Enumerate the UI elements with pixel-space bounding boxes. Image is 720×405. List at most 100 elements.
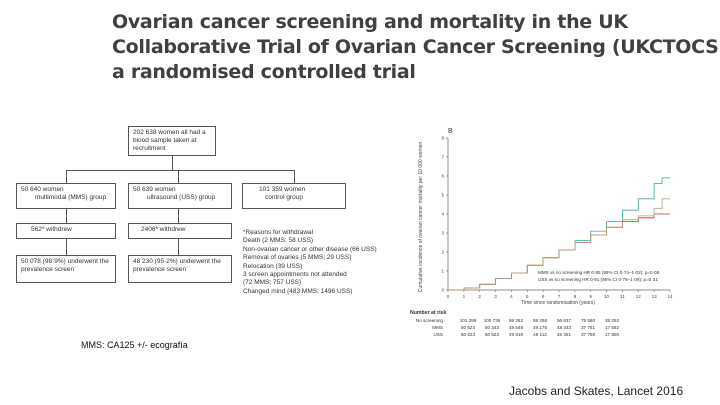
x-tick-label: 7 bbox=[558, 294, 561, 299]
risk-cell: 37 751 bbox=[581, 325, 595, 330]
x-tick-label: 6 bbox=[542, 294, 545, 299]
panel-label: B bbox=[448, 128, 453, 135]
reason-item: Removal of ovaries (5 MMS; 29 USS) bbox=[243, 254, 352, 262]
reason-item: (72 MMS; 757 USS) bbox=[243, 279, 302, 287]
arm-box-control: 101 359 women control group bbox=[242, 183, 346, 209]
slide-title: Ovarian cancer screening and mortality i… bbox=[112, 10, 720, 85]
y-tick-label: 0 bbox=[441, 288, 444, 293]
x-tick-label: 12 bbox=[636, 294, 642, 299]
mortality-chart: B Cumulative incidence of ovarian cancer… bbox=[410, 128, 673, 337]
arm-control-label: control group bbox=[265, 194, 303, 201]
risk-cell: 100 739 bbox=[484, 318, 501, 323]
arm-mms-label: multimodal (MMS) group bbox=[35, 194, 107, 201]
connector bbox=[66, 239, 67, 255]
arm-box-uss: 50 639 women ultrasound (USS) group bbox=[128, 183, 232, 209]
arm-uss-label: ultrasound (USS) group bbox=[147, 194, 216, 201]
hr-annotation-uss: USS vs no screening HR 0·91 (95% CI 0·76… bbox=[538, 277, 658, 282]
underwent-box-uss: 48 230 (95·2%) underwent the prevalence … bbox=[128, 255, 232, 283]
withdrew-box-mms: 562* withdrew bbox=[16, 223, 116, 239]
withdrawal-reasons: *Reasons for withdrawal Death (2 MMS; 58… bbox=[243, 229, 393, 296]
arm-box-mms: 50 640 women multimodal (MMS) group bbox=[16, 183, 116, 209]
y-tick-label: 3 bbox=[441, 231, 444, 236]
citation: Jacobs and Skates, Lancet 2016 bbox=[509, 384, 684, 398]
title-line-2: Collaborative Trial of Ovarian Cancer Sc… bbox=[112, 36, 720, 58]
reason-item: 3 screen appointments not attended bbox=[243, 271, 347, 279]
risk-cell: 75 580 bbox=[581, 318, 595, 323]
risk-cell: 50 624 bbox=[461, 325, 475, 330]
connector bbox=[172, 156, 173, 170]
title-line-1: Ovarian cancer screening and mortality i… bbox=[112, 11, 628, 33]
x-tick-label: 13 bbox=[652, 294, 658, 299]
x-tick-label: 14 bbox=[667, 294, 673, 299]
x-tick-label: 0 bbox=[447, 294, 450, 299]
x-axis-label: Time since randomisation (years) bbox=[521, 300, 595, 306]
reason-item: Relocation (39 USS) bbox=[243, 262, 303, 270]
withdrew-box-uss: 2406* withdrew bbox=[128, 223, 232, 239]
x-tick-label: 2 bbox=[478, 294, 481, 299]
risk-table-title: Number at risk bbox=[410, 310, 446, 316]
x-tick-label: 10 bbox=[604, 294, 610, 299]
connector bbox=[294, 170, 295, 183]
y-tick-label: 4 bbox=[441, 212, 444, 217]
risk-cell: 48 343 bbox=[557, 325, 571, 330]
connector bbox=[66, 209, 67, 223]
withdrew-uss: 2406* withdrew bbox=[141, 226, 186, 233]
risk-row-label: No screening bbox=[416, 318, 444, 323]
reason-item: Death (2 MMS; 58 USS) bbox=[243, 237, 314, 245]
risk-cell: 17 800 bbox=[605, 332, 619, 337]
y-tick-label: 6 bbox=[441, 174, 444, 179]
connector bbox=[66, 170, 67, 183]
series-lines bbox=[448, 177, 670, 291]
risk-table: No screening 101 299 100 739 99 362 98 298 96… bbox=[416, 318, 620, 337]
recruitment-box: 202 638 women all had a blood sample tak… bbox=[128, 126, 216, 156]
risk-cell: 49 548 bbox=[509, 325, 523, 330]
reason-item: Changed mind (483 MMS; 1496 USS) bbox=[243, 287, 353, 295]
risk-row-label: USS bbox=[434, 332, 443, 337]
x-tick-label: 9 bbox=[589, 294, 592, 299]
y-axis-label: Cumulative incidence of ovarian cancer m… bbox=[418, 142, 424, 293]
risk-cell: 37 798 bbox=[581, 332, 595, 337]
reason-item: Non-ovarian cancer or other disease (66 … bbox=[243, 245, 377, 253]
risk-cell: 49 176 bbox=[533, 325, 547, 330]
arm-mms-count: 50 640 women bbox=[21, 186, 64, 193]
risk-cell: 96 637 bbox=[557, 318, 571, 323]
risk-row-label: MMS bbox=[432, 325, 443, 330]
risk-cell: 50 623 bbox=[461, 332, 475, 337]
arm-uss-count: 50 639 women bbox=[133, 186, 176, 193]
x-tick-label: 8 bbox=[574, 294, 577, 299]
arm-control-count: 101 359 women bbox=[259, 186, 306, 193]
underwent-box-mms: 50 078 (98·9%) underwent the prevalence … bbox=[16, 255, 116, 283]
risk-cell: 50 623 bbox=[485, 332, 499, 337]
y-tick-label: 2 bbox=[441, 250, 444, 255]
x-tick-label: 3 bbox=[494, 294, 497, 299]
x-tick-label: 1 bbox=[463, 294, 466, 299]
risk-cell: 101 299 bbox=[460, 318, 477, 323]
x-tick-label: 4 bbox=[510, 294, 513, 299]
risk-cell: 35 252 bbox=[605, 318, 619, 323]
mms-note: MMS: CA125 +/- ecografía bbox=[81, 340, 188, 350]
y-tick-label: 1 bbox=[441, 269, 444, 274]
connector bbox=[178, 170, 179, 183]
risk-cell: 99 362 bbox=[509, 318, 523, 323]
risk-cell: 98 298 bbox=[533, 318, 547, 323]
connector bbox=[178, 209, 179, 223]
risk-cell: 17 582 bbox=[605, 325, 619, 330]
withdrew-mms: 562* withdrew bbox=[31, 226, 72, 233]
y-tick-label: 8 bbox=[441, 136, 444, 141]
y-ticks: 0 1 2 3 4 5 6 7 8 bbox=[441, 136, 448, 293]
hr-annotation-mms: MMS vs no screening HR 0·85 (95% CI 0·74… bbox=[538, 270, 660, 275]
connector bbox=[178, 239, 179, 255]
y-tick-label: 7 bbox=[441, 155, 444, 160]
series-line-uss bbox=[448, 198, 670, 291]
x-tick-label: 11 bbox=[620, 294, 625, 299]
connector bbox=[66, 170, 294, 171]
risk-cell: 49 818 bbox=[509, 332, 523, 337]
x-tick-label: 5 bbox=[526, 294, 529, 299]
risk-cell: 50 343 bbox=[485, 325, 499, 330]
risk-cell: 48 361 bbox=[557, 332, 571, 337]
x-ticks: 0 1 2 3 4 5 6 7 8 9 10 11 12 13 14 bbox=[447, 290, 673, 299]
risk-cell: 49 112 bbox=[533, 332, 547, 337]
reasons-title: *Reasons for withdrawal bbox=[243, 229, 314, 236]
